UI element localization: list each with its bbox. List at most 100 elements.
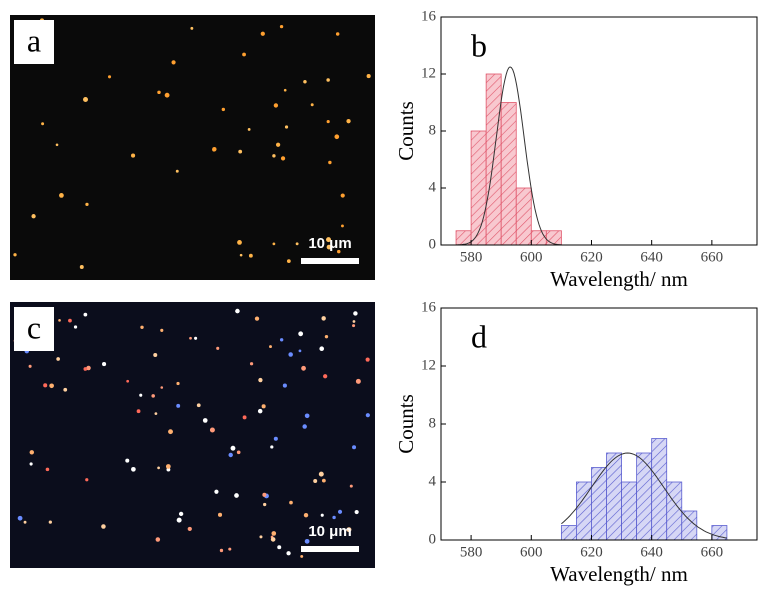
label-box bbox=[14, 20, 54, 64]
particle bbox=[295, 242, 299, 246]
particle bbox=[45, 467, 50, 472]
panel-label: a bbox=[27, 22, 41, 58]
particle bbox=[272, 154, 276, 158]
particle bbox=[153, 352, 158, 358]
particle bbox=[49, 383, 54, 389]
particle bbox=[340, 193, 345, 198]
particle bbox=[242, 52, 246, 57]
particle bbox=[107, 75, 112, 79]
particle bbox=[102, 362, 107, 367]
particle bbox=[29, 462, 33, 466]
panel-label: b bbox=[471, 27, 487, 63]
x-tick-label: 640 bbox=[640, 249, 663, 265]
bar bbox=[591, 467, 607, 541]
y-tick-label: 4 bbox=[429, 179, 437, 195]
particle bbox=[171, 60, 176, 65]
particle bbox=[326, 119, 330, 124]
image-panel: a 10 μm bbox=[10, 15, 375, 280]
particle bbox=[332, 515, 336, 520]
particle bbox=[151, 394, 155, 398]
particle bbox=[346, 527, 352, 533]
particle bbox=[131, 466, 136, 472]
particle bbox=[280, 156, 286, 161]
particle bbox=[286, 259, 291, 264]
particle bbox=[164, 92, 170, 98]
image bbox=[10, 302, 375, 568]
particle bbox=[131, 153, 136, 158]
particle bbox=[321, 478, 326, 483]
particle bbox=[323, 374, 328, 379]
particle bbox=[259, 535, 263, 539]
particle bbox=[304, 413, 310, 419]
particle bbox=[126, 379, 130, 383]
particle bbox=[140, 325, 144, 329]
particle bbox=[29, 450, 35, 455]
particle bbox=[202, 418, 208, 423]
particle bbox=[48, 520, 52, 524]
particle bbox=[136, 409, 141, 414]
particle bbox=[189, 336, 192, 340]
panel-label: d bbox=[471, 318, 487, 354]
particle bbox=[242, 415, 247, 420]
particle bbox=[31, 214, 36, 219]
x-tick-label: 660 bbox=[701, 544, 724, 560]
y-tick-label: 16 bbox=[421, 299, 437, 315]
fit-curve bbox=[561, 452, 727, 539]
particle bbox=[349, 484, 353, 488]
particle bbox=[279, 24, 284, 29]
y-tick-label: 0 bbox=[429, 531, 437, 547]
particle bbox=[236, 450, 241, 455]
particle bbox=[254, 316, 260, 321]
particle bbox=[257, 408, 263, 414]
particle bbox=[284, 125, 289, 129]
x-tick-label: 620 bbox=[580, 544, 603, 560]
particle bbox=[228, 547, 232, 551]
bar bbox=[621, 481, 638, 541]
particle bbox=[86, 365, 91, 371]
y-tick-label: 12 bbox=[421, 65, 436, 81]
particle bbox=[304, 538, 310, 544]
particle bbox=[83, 97, 88, 102]
particle bbox=[168, 429, 173, 435]
particle bbox=[354, 509, 359, 515]
particle bbox=[302, 424, 307, 429]
bar bbox=[515, 187, 532, 246]
particle bbox=[196, 403, 201, 408]
particle bbox=[273, 103, 279, 108]
fit-curve bbox=[456, 66, 562, 246]
particle bbox=[68, 318, 72, 323]
particle bbox=[13, 253, 17, 257]
particle bbox=[353, 311, 358, 316]
histogram-chart: 0 4 8 12 16 580 600 620 640 660 b Wavelength/ nm Cou… bbox=[394, 8, 758, 291]
particle bbox=[55, 143, 59, 147]
particle bbox=[258, 377, 263, 383]
particle bbox=[214, 489, 219, 494]
bar bbox=[560, 525, 577, 541]
scale-bar-label: 10 μm bbox=[308, 523, 351, 540]
particle bbox=[286, 551, 291, 556]
particle bbox=[365, 413, 370, 418]
particle bbox=[17, 515, 23, 521]
particle bbox=[194, 336, 198, 340]
label-box bbox=[14, 307, 54, 351]
panel-label: c bbox=[27, 309, 41, 345]
particle bbox=[175, 169, 179, 173]
bar bbox=[681, 510, 698, 541]
particle bbox=[288, 352, 293, 357]
particle bbox=[272, 242, 276, 246]
particle bbox=[337, 509, 343, 514]
x-axis-label: Wavelength/ nm bbox=[550, 267, 688, 291]
particle bbox=[319, 346, 325, 352]
particle bbox=[125, 458, 130, 463]
particle bbox=[235, 308, 240, 314]
particle bbox=[298, 331, 304, 337]
particle bbox=[260, 31, 265, 36]
particle bbox=[341, 224, 344, 228]
scale-bar bbox=[301, 258, 359, 264]
particle bbox=[43, 383, 48, 388]
bar bbox=[470, 130, 487, 246]
particle bbox=[282, 383, 287, 388]
particle bbox=[155, 537, 161, 542]
particle bbox=[337, 249, 341, 254]
bar bbox=[636, 452, 653, 541]
